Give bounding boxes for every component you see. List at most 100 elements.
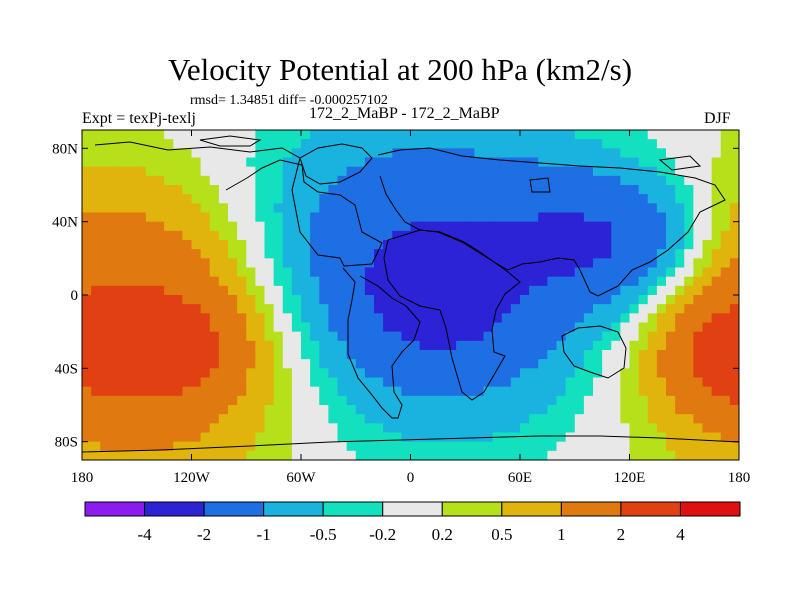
field-cell	[711, 194, 722, 204]
field-cell	[602, 359, 612, 369]
field-cell	[145, 450, 156, 460]
field-cell	[693, 377, 704, 388]
field-cell	[118, 377, 129, 388]
field-cell	[246, 276, 256, 287]
field-cell	[711, 295, 722, 305]
field-cell	[702, 267, 713, 278]
field-cell	[483, 166, 494, 177]
field-cell	[428, 258, 439, 269]
field-cell	[82, 432, 92, 443]
field-cell	[200, 212, 211, 223]
field-cell	[109, 203, 120, 214]
field-cell	[583, 157, 594, 168]
field-cell	[474, 340, 485, 351]
field-cell	[547, 230, 558, 241]
field-cell	[346, 340, 357, 351]
field-cell	[656, 267, 667, 278]
field-cell	[118, 359, 129, 369]
field-cell	[145, 203, 156, 214]
field-cell	[118, 203, 129, 214]
field-cell	[136, 194, 147, 204]
field-cell	[647, 295, 658, 305]
field-cell	[374, 267, 384, 278]
field-cell	[383, 221, 393, 232]
field-cell	[693, 249, 704, 259]
field-cell	[273, 276, 284, 287]
field-cell	[538, 240, 548, 250]
colorbar-swatch	[322, 501, 384, 517]
field-cell	[602, 395, 612, 406]
field-cell	[547, 267, 558, 278]
field-cell	[182, 139, 193, 149]
field-cell	[693, 359, 704, 369]
field-cell	[583, 221, 594, 232]
field-cell	[675, 230, 685, 241]
field-cell	[419, 359, 430, 369]
field-cell	[374, 450, 384, 460]
field-cell	[520, 368, 530, 379]
field-cell	[127, 212, 138, 223]
field-cell	[620, 441, 631, 452]
field-cell	[355, 350, 366, 360]
field-cell	[383, 377, 393, 388]
field-cell	[364, 450, 375, 460]
field-cell	[593, 450, 603, 460]
field-cell	[355, 368, 366, 379]
field-cell	[346, 441, 357, 452]
field-cell	[364, 285, 375, 296]
field-cell	[565, 350, 576, 360]
field-cell	[729, 423, 739, 434]
field-cell	[684, 405, 694, 415]
field-cell	[218, 350, 229, 360]
field-cell	[647, 313, 658, 324]
field-cell	[602, 139, 612, 149]
field-cell	[164, 423, 174, 434]
field-cell	[675, 313, 685, 324]
field-cell	[492, 414, 503, 424]
field-cell	[374, 230, 384, 241]
field-cell	[547, 331, 558, 342]
field-cell	[483, 295, 494, 305]
field-cell	[328, 295, 339, 305]
field-cell	[319, 230, 329, 241]
field-cell	[164, 130, 174, 140]
field-cell	[100, 359, 110, 369]
field-cell	[346, 285, 357, 296]
field-cell	[675, 331, 685, 342]
colorbar-label: 0.5	[491, 525, 512, 544]
field-cell	[729, 395, 739, 406]
field-cell	[465, 249, 475, 259]
field-cell	[510, 432, 521, 443]
field-cell	[720, 148, 731, 159]
field-cell	[556, 432, 567, 443]
field-cell	[720, 249, 731, 259]
field-cell	[602, 340, 612, 351]
field-cell	[483, 450, 494, 460]
field-cell	[136, 423, 147, 434]
field-cell	[355, 295, 366, 305]
field-cell	[656, 175, 667, 186]
field-cell	[693, 423, 704, 434]
field-cell	[675, 340, 685, 351]
field-cell	[328, 221, 339, 232]
field-cell	[529, 148, 539, 159]
field-cell	[538, 295, 548, 305]
field-cell	[538, 212, 548, 223]
field-cell	[629, 240, 640, 250]
field-cell	[583, 414, 594, 424]
field-cell	[200, 185, 211, 195]
field-cell	[328, 304, 339, 314]
field-cell	[319, 359, 329, 369]
field-cell	[401, 313, 412, 324]
field-cell	[547, 185, 558, 195]
field-cell	[182, 368, 193, 379]
field-cell	[209, 258, 220, 269]
field-cell	[364, 267, 375, 278]
field-cell	[237, 450, 247, 460]
field-cell	[392, 359, 402, 369]
field-cell	[145, 359, 156, 369]
field-cell	[410, 441, 421, 452]
field-cell	[647, 331, 658, 342]
field-cell	[711, 130, 722, 140]
field-cell	[583, 441, 594, 452]
